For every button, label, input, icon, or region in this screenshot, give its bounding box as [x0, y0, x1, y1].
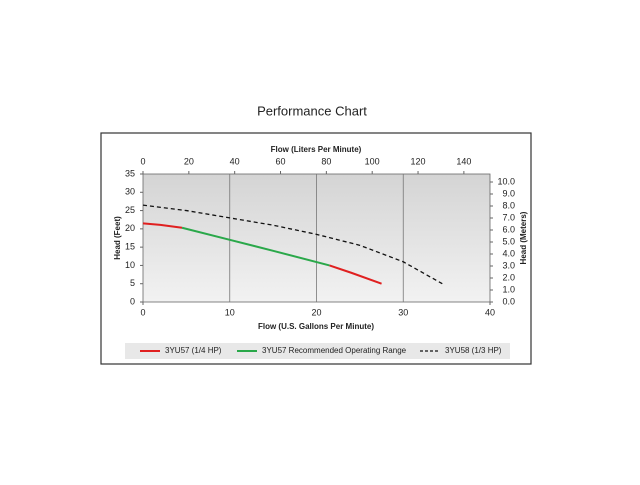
y-tick-label: 30	[125, 187, 135, 197]
y2-tick-label: 5.0	[502, 236, 515, 246]
x2-tick-label: 140	[456, 156, 471, 166]
y2-axis-title: Head (Meters)	[519, 211, 528, 264]
y-tick-label: 0	[130, 296, 135, 306]
y2-tick-label: 2.0	[502, 272, 515, 282]
x-tick-label: 40	[485, 307, 495, 317]
x-tick-label: 10	[225, 307, 235, 317]
series-line	[181, 226, 330, 267]
y-tick-label: 15	[125, 242, 135, 252]
x2-tick-label: 0	[140, 156, 145, 166]
x-axis-title: Flow (U.S. Gallons Per Minute)	[258, 322, 374, 331]
x2-tick-label: 120	[411, 156, 426, 166]
y2-tick-label: 3.0	[502, 260, 515, 270]
y-tick-label: 5	[130, 278, 135, 288]
legend-label: 3YU57 Recommended Operating Range	[262, 346, 407, 355]
chart-title: Performance Chart	[257, 103, 367, 118]
x2-tick-label: 60	[276, 156, 286, 166]
legend-label: 3YU57 (1/4 HP)	[165, 346, 222, 355]
y-tick-label: 35	[125, 168, 135, 178]
y-axis-title: Head (Feet)	[113, 216, 122, 260]
y-tick-label: 10	[125, 260, 135, 270]
x2-axis-title: Flow (Liters Per Minute)	[271, 145, 362, 154]
legend	[125, 343, 510, 359]
y-tick-label: 25	[125, 205, 135, 215]
y2-tick-label: 0.0	[502, 296, 515, 306]
y2-tick-label: 8.0	[502, 200, 515, 210]
x-tick-label: 0	[140, 307, 145, 317]
x2-tick-label: 100	[365, 156, 380, 166]
x-tick-label: 30	[398, 307, 408, 317]
y2-tick-label: 1.0	[502, 284, 515, 294]
x-tick-label: 20	[311, 307, 321, 317]
legend-label: 3YU58 (1/3 HP)	[445, 346, 502, 355]
x2-tick-label: 20	[184, 156, 194, 166]
series-line	[142, 204, 443, 285]
y2-tick-label: 4.0	[502, 248, 515, 258]
series-line	[142, 222, 382, 285]
y2-tick-label: 6.0	[502, 224, 515, 234]
y-tick-label: 20	[125, 223, 135, 233]
x2-tick-label: 80	[321, 156, 331, 166]
y2-tick-label: 9.0	[502, 188, 515, 198]
y2-tick-label: 10.0	[497, 176, 515, 186]
y2-tick-label: 7.0	[502, 212, 515, 222]
x2-tick-label: 40	[230, 156, 240, 166]
